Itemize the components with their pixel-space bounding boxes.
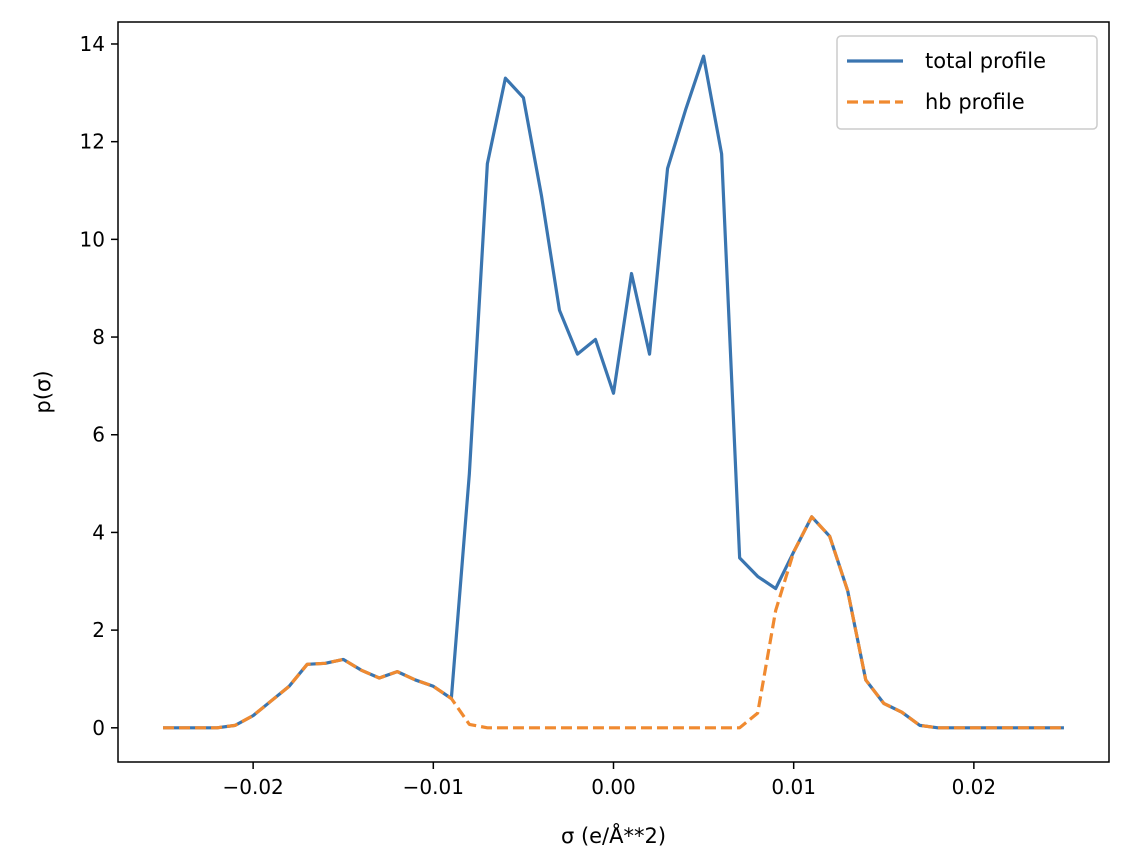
y-tick-label: 12 — [80, 130, 105, 154]
x-tick-label: −0.01 — [403, 775, 464, 799]
x-tick-label: 0.00 — [591, 775, 636, 799]
x-tick-label: 0.01 — [771, 775, 816, 799]
legend-box — [836, 35, 1098, 130]
series-line-2 — [163, 515, 1064, 730]
x-tick-label: 0.02 — [952, 775, 997, 799]
legend-label-2: hb profile — [925, 90, 1025, 114]
x-axis-label: σ (e/Å**2) — [561, 822, 666, 848]
x-axis: −0.02 −0.01 0.00 0.01 0.02 — [222, 762, 996, 799]
y-tick-label: 10 — [80, 227, 105, 251]
y-axis-label: p(σ) — [31, 370, 55, 413]
x-tick-label: −0.02 — [222, 775, 283, 799]
y-tick-label: 14 — [80, 32, 105, 56]
y-tick-label: 2 — [92, 618, 105, 642]
y-tick-label: 4 — [92, 520, 105, 544]
legend: total profile hb profile — [836, 35, 1098, 130]
y-tick-label: 0 — [92, 716, 105, 740]
y-tick-label: 8 — [92, 325, 105, 349]
legend-label-1: total profile — [925, 49, 1046, 73]
y-tick-label: 6 — [92, 423, 105, 447]
y-axis: 0 2 4 6 8 10 12 14 — [80, 32, 118, 740]
series-layer — [163, 54, 1064, 730]
